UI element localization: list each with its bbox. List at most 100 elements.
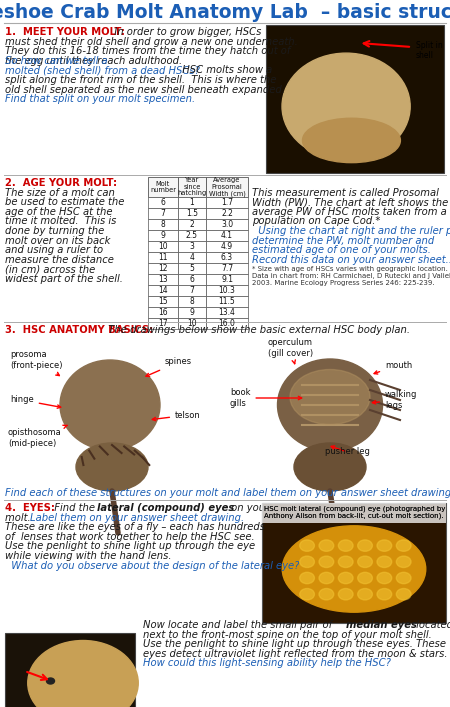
Text: 10: 10 [158, 242, 168, 251]
Bar [148, 263, 178, 274]
Bar [206, 230, 248, 241]
Bar [148, 208, 178, 219]
Text: 15: 15 [158, 297, 168, 306]
Text: 9: 9 [161, 231, 166, 240]
Text: 4.  EYES:: 4. EYES: [5, 503, 55, 513]
Text: walking
legs: walking legs [372, 390, 418, 409]
Text: on your: on your [228, 503, 269, 513]
Ellipse shape [358, 572, 373, 584]
Text: 7.7: 7.7 [221, 264, 233, 273]
Text: 2003. Marine Ecology Progress Series 246: 225-239.: 2003. Marine Ecology Progress Series 246… [252, 281, 435, 286]
Text: 7: 7 [161, 209, 166, 218]
Ellipse shape [358, 540, 373, 551]
Ellipse shape [76, 443, 148, 491]
Ellipse shape [377, 540, 392, 551]
Ellipse shape [338, 540, 353, 551]
Text: Data in chart from: RH Carmichael, D Rutecki and J Valiela.: Data in chart from: RH Carmichael, D Rut… [252, 274, 450, 279]
Text: opisthosoma
(mid-piece): opisthosoma (mid-piece) [8, 425, 67, 448]
Text: 11.5: 11.5 [219, 297, 235, 306]
Ellipse shape [358, 588, 373, 600]
Text: estimated age of one of your molts.: estimated age of one of your molts. [252, 245, 431, 255]
Ellipse shape [358, 556, 373, 568]
Text: 2.5: 2.5 [186, 231, 198, 240]
Text: Year
since
hatching: Year since hatching [177, 177, 207, 197]
Ellipse shape [319, 588, 334, 600]
Ellipse shape [46, 678, 54, 684]
Text: HSC molt lateral (compound) eye (photographed by
Anthony Alison from back-lit, c: HSC molt lateral (compound) eye (photogr… [264, 505, 446, 519]
Bar [148, 177, 178, 197]
Text: 2.  AGE YOUR MOLT:: 2. AGE YOUR MOLT: [5, 178, 117, 188]
Text: 8: 8 [189, 297, 194, 306]
Text: How could this light-sensing ability help the HSC?: How could this light-sensing ability hel… [143, 658, 391, 668]
Text: 3.  HSC ANATOMY BASICS:: 3. HSC ANATOMY BASICS: [5, 325, 153, 335]
Text: 13: 13 [158, 275, 168, 284]
Text: 1.  MEET YOUR MOLT:: 1. MEET YOUR MOLT: [5, 27, 125, 37]
Text: molted (shed shell) from a dead HSCs?: molted (shed shell) from a dead HSCs? [5, 66, 200, 76]
Text: molt over on its back: molt over on its back [5, 235, 110, 245]
Bar [178, 296, 206, 307]
Text: split along the front rim of the shell.  This is where the: split along the front rim of the shell. … [5, 75, 276, 85]
Ellipse shape [319, 556, 334, 568]
Ellipse shape [60, 360, 160, 450]
Text: eyes detect ultraviolet light reflected from the moon & stars.: eyes detect ultraviolet light reflected … [143, 649, 447, 659]
Bar [148, 230, 178, 241]
Bar [178, 285, 206, 296]
Bar [178, 274, 206, 285]
Bar [148, 197, 178, 208]
Text: molt.: molt. [5, 513, 37, 522]
Text: the egg until they reach adulthood.: the egg until they reach adulthood. [5, 56, 189, 66]
Text: Label them on your answer sheet drawing.: Label them on your answer sheet drawing. [30, 513, 244, 522]
Text: of  lenses that work together to help the HSC see.: of lenses that work together to help the… [5, 532, 255, 542]
Text: 1.7: 1.7 [221, 198, 233, 207]
Text: HSC molt lateral (compound) eye (photographed by
Anthony Alison from back-lit, c: HSC molt lateral (compound) eye (photogr… [264, 505, 446, 519]
Bar [178, 307, 206, 318]
Text: 2: 2 [189, 220, 194, 229]
Text: spines: spines [146, 358, 192, 376]
Bar [5, 633, 135, 707]
Text: The drawings below show the basic external HSC body plan.: The drawings below show the basic extern… [102, 325, 410, 335]
Ellipse shape [302, 118, 400, 163]
Text: operculum
(gill cover): operculum (gill cover) [268, 339, 313, 363]
Bar [178, 230, 206, 241]
Bar [266, 25, 444, 173]
Bar [206, 274, 248, 285]
Ellipse shape [290, 370, 370, 424]
Bar [206, 219, 248, 230]
Text: 4: 4 [189, 253, 194, 262]
Text: They do this 16-18 times from the time they hatch out of: They do this 16-18 times from the time t… [5, 46, 290, 56]
Text: 7: 7 [189, 286, 194, 295]
Text: Now locate and label the small pair of: Now locate and label the small pair of [143, 620, 335, 630]
Text: measure the distance: measure the distance [5, 255, 114, 265]
Ellipse shape [377, 556, 392, 568]
Text: 17: 17 [158, 319, 168, 328]
Text: old shell separated as the new shell beneath expanded.: old shell separated as the new shell ben… [5, 85, 285, 95]
Text: Molt
number: Molt number [150, 181, 176, 193]
Text: determine the PW, molt number and: determine the PW, molt number and [252, 235, 434, 245]
Ellipse shape [377, 588, 392, 600]
Text: telson: telson [152, 411, 201, 421]
Text: Width (PW). The chart at left shows the: Width (PW). The chart at left shows the [252, 197, 448, 207]
Bar [148, 241, 178, 252]
Bar [148, 296, 178, 307]
Text: 12: 12 [158, 264, 168, 273]
Ellipse shape [300, 540, 315, 551]
Text: 6.3: 6.3 [221, 253, 233, 262]
Ellipse shape [300, 572, 315, 584]
Text: while viewing with the hand lens.: while viewing with the hand lens. [5, 551, 178, 561]
Text: 6: 6 [161, 198, 166, 207]
Text: 10: 10 [187, 319, 197, 328]
Text: HSC molts show a: HSC molts show a [176, 66, 272, 76]
Text: Record this data on your answer sheet..: Record this data on your answer sheet.. [252, 255, 450, 265]
Text: In order to grow bigger, HSCs: In order to grow bigger, HSCs [108, 27, 261, 37]
Text: 6: 6 [189, 275, 194, 284]
Ellipse shape [282, 53, 410, 160]
Bar [206, 252, 248, 263]
Bar [148, 219, 178, 230]
Text: (in cm) across the: (in cm) across the [5, 264, 95, 274]
Bar [178, 263, 206, 274]
Text: 9.1: 9.1 [221, 275, 233, 284]
Text: 14: 14 [158, 286, 168, 295]
Text: median eyes: median eyes [346, 620, 417, 630]
Text: 1: 1 [189, 198, 194, 207]
Text: 2.2: 2.2 [221, 209, 233, 218]
